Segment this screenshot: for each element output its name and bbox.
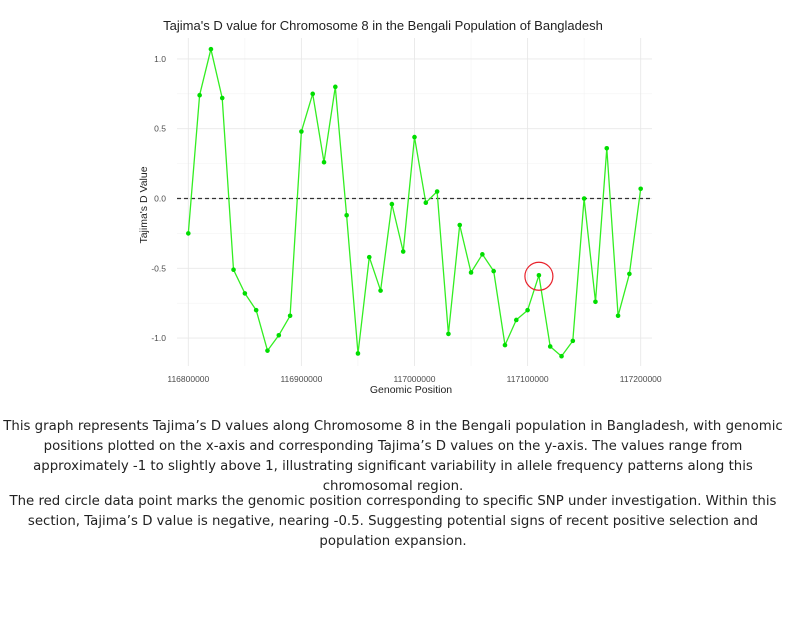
highlighted-snp-circle — [524, 261, 554, 291]
data-point — [344, 212, 349, 218]
data-point — [502, 342, 508, 348]
data-point — [197, 92, 202, 98]
data-point — [276, 332, 282, 338]
data-point — [299, 129, 304, 134]
data-point — [287, 313, 293, 319]
data-point — [434, 189, 440, 194]
y-tick-label: 1.0 — [154, 54, 166, 64]
data-point — [627, 271, 632, 277]
data-point — [446, 331, 451, 337]
data-point — [242, 291, 248, 296]
data-point — [423, 200, 429, 205]
chart-grid — [177, 38, 652, 366]
data-point — [513, 317, 519, 323]
x-tick-label: 117200000 — [620, 374, 662, 384]
data-point — [491, 268, 496, 274]
x-axis-title: Genomic Position — [370, 384, 452, 396]
tajimas-d-chart: 1.0 0.5 0.0 -0.5 -1.0 116800000 116900000 11700… — [138, 18, 662, 396]
data-point — [310, 91, 316, 97]
y-tick-label: -0.5 — [151, 263, 166, 273]
x-tick-label: 117000000 — [394, 374, 436, 384]
data-point — [581, 196, 587, 201]
data-point — [536, 272, 542, 278]
y-tick-label: 0.0 — [154, 194, 166, 204]
data-point — [219, 95, 225, 101]
data-point — [604, 145, 610, 151]
caption-paragraph-2: The red circle data point marks the geno… — [9, 494, 777, 549]
data-point — [525, 307, 530, 313]
data-point — [265, 348, 270, 353]
data-point — [321, 159, 327, 165]
y-tick-label: -1.0 — [151, 333, 166, 343]
data-point — [366, 254, 372, 260]
data-point — [333, 84, 338, 90]
data-point — [412, 134, 417, 140]
data-point — [400, 249, 406, 254]
data-point — [208, 46, 214, 52]
chart-axes: 1.0 0.5 0.0 -0.5 -1.0 116800000 116900000 11700… — [151, 54, 662, 384]
y-axis-title: Tajima's D Value — [138, 166, 150, 243]
data-point — [570, 338, 576, 344]
caption-paragraph-1: This graph represents Tajima’s D values … — [3, 419, 783, 494]
data-point — [378, 288, 383, 293]
data-point — [253, 307, 259, 313]
data-point — [389, 201, 395, 207]
data-point — [480, 252, 485, 257]
data-point — [615, 313, 621, 319]
data-point — [593, 299, 598, 305]
data-point — [231, 267, 236, 272]
x-tick-label: 117100000 — [507, 374, 549, 384]
y-tick-label: 0.5 — [154, 124, 166, 134]
data-point — [547, 344, 553, 349]
data-point — [355, 351, 361, 356]
data-point — [457, 222, 463, 228]
data-point — [638, 186, 643, 192]
chart-title: Tajima's D value for Chromosome 8 in the… — [163, 18, 603, 33]
data-point — [559, 353, 564, 359]
x-tick-label: 116900000 — [280, 374, 322, 384]
chart-series — [186, 46, 643, 359]
x-tick-label: 116800000 — [167, 374, 209, 384]
data-point — [186, 231, 191, 236]
data-point — [468, 270, 474, 275]
